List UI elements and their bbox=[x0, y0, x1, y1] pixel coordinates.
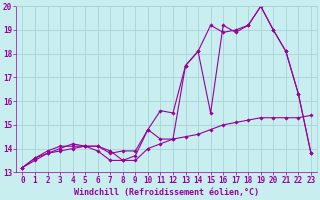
X-axis label: Windchill (Refroidissement éolien,°C): Windchill (Refroidissement éolien,°C) bbox=[74, 188, 259, 197]
